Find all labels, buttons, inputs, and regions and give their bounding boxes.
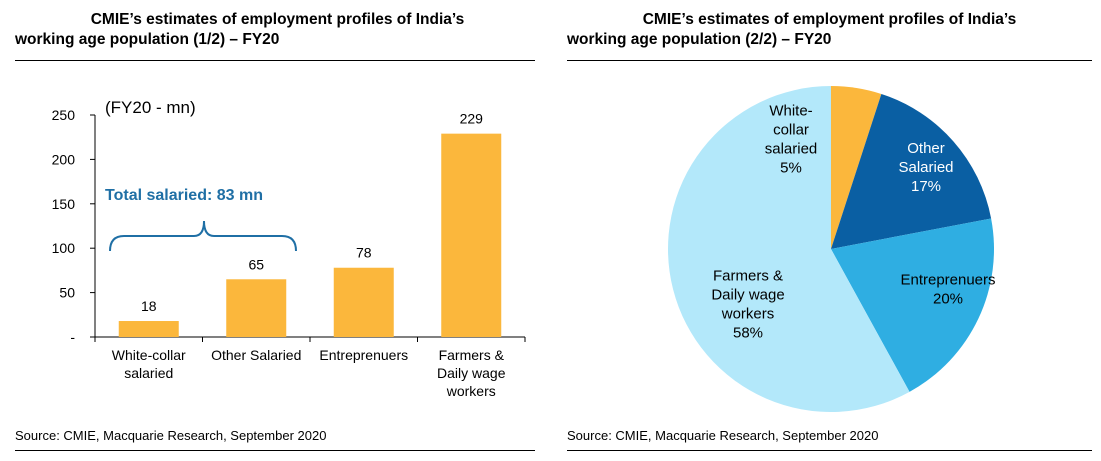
bar-y-tick-label: 250 <box>52 107 76 123</box>
bar <box>226 279 287 337</box>
pie-slice-label: Farmers & <box>713 268 783 285</box>
bar-category-label: Farmers & <box>439 347 505 363</box>
bar-y-tick-label: 150 <box>52 196 76 212</box>
pie-chart-panel: CMIE’s estimates of employment profiles … <box>560 0 1101 461</box>
pie-slice <box>831 218 994 392</box>
pie-chart-source: Source: CMIE, Macquarie Research, Septem… <box>567 428 879 443</box>
salaried-brace <box>109 220 297 252</box>
bar-category-label: salaried <box>124 365 173 381</box>
bar-chart-bottom-rule <box>15 450 535 451</box>
pie-slice <box>831 93 992 250</box>
bar-chart-top-rule <box>15 60 535 61</box>
pie-slice-label: 58% <box>733 325 763 342</box>
bar-chart-svg: - 50 100 150 200 250 18 White-collar salaried 65 O… <box>52 98 526 399</box>
pie-chart-title: CMIE’s estimates of employment profiles … <box>567 10 1092 50</box>
bar-value-label: 229 <box>460 111 484 127</box>
bar-y-tick-label: 50 <box>59 285 75 301</box>
pie-chart-bottom-rule <box>567 450 1092 451</box>
bar-value-label: 78 <box>356 245 372 261</box>
pie-slice-label: Daily wage <box>711 287 784 304</box>
bar-chart-title: CMIE’s estimates of employment profiles … <box>15 10 540 50</box>
bar-chart-title-line2: working age population (1/2) – FY20 <box>15 31 280 48</box>
bar <box>333 267 394 337</box>
bar-y-tick-label: - <box>70 329 75 345</box>
pie-chart-top-rule <box>567 60 1092 61</box>
bar-chart-title-line1: CMIE’s estimates of employment profiles … <box>90 11 465 28</box>
bar-category-label: Other Salaried <box>211 347 301 363</box>
pie-slice <box>831 86 882 249</box>
pie-chart-title-line2: working age population (2/2) – FY20 <box>567 31 832 48</box>
bar-category-label: White-collar <box>112 347 186 363</box>
bar-unit-label: (FY20 - mn) <box>105 98 196 117</box>
bar-category-label: workers <box>446 383 496 399</box>
pie-slice-label: 5% <box>780 160 802 177</box>
salaried-annotation: Total salaried: 83 mn <box>105 187 263 204</box>
pie-chart-svg: White-collar salaried 5% Other Salaried 17% En… <box>667 86 996 412</box>
pie-slice-label: Salaried <box>898 159 953 176</box>
pie-slice-label: workers <box>721 306 775 323</box>
pie-chart-title-line1: CMIE’s estimates of employment profiles … <box>642 11 1017 28</box>
bar <box>441 133 502 337</box>
pie-slice-label: collar <box>773 122 809 139</box>
pie-slice-label: Entreprenuers <box>900 272 995 289</box>
pie-slice <box>667 86 910 412</box>
bar-chart-panel: CMIE’s estimates of employment profiles … <box>0 0 540 461</box>
pie-slice-label: 17% <box>911 178 941 195</box>
bar-chart-source: Source: CMIE, Macquarie Research, Septem… <box>15 428 327 443</box>
bar <box>118 321 179 337</box>
pie-slice-label: 20% <box>933 291 963 308</box>
bar-category-label: Entreprenuers <box>319 347 408 363</box>
pie-slice-label: salaried <box>765 141 818 158</box>
pie-slice-label: Other <box>907 140 945 157</box>
bar-y-tick-label: 100 <box>52 240 76 256</box>
bar-value-label: 18 <box>141 298 157 314</box>
bar-y-tick-label: 200 <box>52 151 76 167</box>
bar-category-label: Daily wage <box>437 365 506 381</box>
bar-value-label: 65 <box>248 256 264 272</box>
pie-slice-label: White- <box>769 103 812 120</box>
